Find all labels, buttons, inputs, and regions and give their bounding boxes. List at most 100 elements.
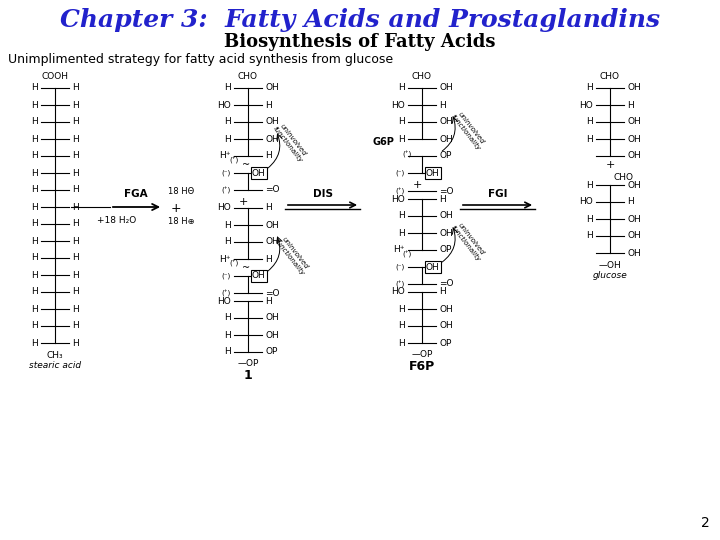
Text: OH: OH xyxy=(265,314,279,322)
Text: Biosynthesis of Fatty Acids: Biosynthesis of Fatty Acids xyxy=(224,33,496,51)
Text: F6P: F6P xyxy=(409,360,435,373)
Text: H: H xyxy=(224,314,231,322)
Text: H: H xyxy=(31,84,38,92)
Text: OH: OH xyxy=(627,152,641,160)
Text: OH: OH xyxy=(627,248,641,258)
Text: H: H xyxy=(31,271,38,280)
Text: H: H xyxy=(31,118,38,126)
Text: —OP: —OP xyxy=(411,350,433,359)
Text: H: H xyxy=(31,134,38,144)
Text: H: H xyxy=(586,84,593,92)
Text: H: H xyxy=(586,214,593,224)
Text: (⁺): (⁺) xyxy=(230,157,239,164)
Text: =O: =O xyxy=(439,186,454,195)
Text: H: H xyxy=(72,237,78,246)
Text: H: H xyxy=(586,118,593,126)
Text: ~: ~ xyxy=(242,160,250,170)
Text: H: H xyxy=(224,84,231,92)
Text: OP: OP xyxy=(439,246,451,254)
Text: —OP: —OP xyxy=(238,359,258,368)
Text: +: + xyxy=(606,160,615,170)
Text: OH: OH xyxy=(265,134,279,144)
Text: H: H xyxy=(627,100,634,110)
Text: HO: HO xyxy=(391,194,405,204)
Text: H: H xyxy=(439,100,446,110)
Text: H: H xyxy=(72,152,78,160)
Text: H: H xyxy=(224,118,231,126)
Text: 18 H⊕: 18 H⊕ xyxy=(168,217,194,226)
Text: H: H xyxy=(72,321,78,330)
Text: OH: OH xyxy=(252,168,266,178)
Text: +: + xyxy=(413,180,422,190)
Text: CHO: CHO xyxy=(614,172,634,181)
Text: OP: OP xyxy=(439,339,451,348)
Text: 1: 1 xyxy=(243,369,253,382)
Text: OH: OH xyxy=(439,134,453,144)
Text: H: H xyxy=(31,321,38,330)
Text: H: H xyxy=(265,152,271,160)
Text: OH: OH xyxy=(265,84,279,92)
Text: H⁺: H⁺ xyxy=(394,246,405,254)
Text: H: H xyxy=(398,118,405,126)
Text: COOH: COOH xyxy=(42,72,68,81)
Text: OH: OH xyxy=(265,330,279,340)
Text: OH: OH xyxy=(627,232,641,240)
Text: H: H xyxy=(31,237,38,246)
Text: (⁺): (⁺) xyxy=(396,187,405,194)
Text: —OH: —OH xyxy=(598,261,621,270)
Text: H: H xyxy=(627,198,634,206)
Text: H: H xyxy=(224,330,231,340)
Text: (⁺): (⁺) xyxy=(222,186,231,194)
Text: +: + xyxy=(171,201,181,214)
Text: (⁻): (⁻) xyxy=(396,264,405,270)
Text: H: H xyxy=(72,134,78,144)
Text: H: H xyxy=(265,204,271,213)
Text: H: H xyxy=(72,339,78,348)
Text: FGA: FGA xyxy=(124,189,148,199)
Text: (⁺): (⁺) xyxy=(396,280,405,288)
Text: OH: OH xyxy=(627,118,641,126)
Text: H: H xyxy=(31,339,38,348)
Text: H⁺: H⁺ xyxy=(220,254,231,264)
Text: H: H xyxy=(72,168,78,178)
Text: H⁺: H⁺ xyxy=(220,152,231,160)
Text: H: H xyxy=(72,287,78,296)
Text: =O: =O xyxy=(265,288,279,298)
Text: H: H xyxy=(224,238,231,246)
Text: OH: OH xyxy=(426,168,440,178)
Text: (⁺): (⁺) xyxy=(230,259,239,267)
Text: H: H xyxy=(31,168,38,178)
Text: H: H xyxy=(31,152,38,160)
Text: H: H xyxy=(72,271,78,280)
Text: uninvolved
functionality: uninvolved functionality xyxy=(449,109,487,152)
Text: H: H xyxy=(72,202,78,212)
Text: stearic acid: stearic acid xyxy=(29,361,81,370)
Text: HO: HO xyxy=(217,296,231,306)
Text: OH: OH xyxy=(439,321,453,330)
Text: uninvolved
functionality: uninvolved functionality xyxy=(271,121,309,164)
Text: H: H xyxy=(398,212,405,220)
Text: H: H xyxy=(439,194,446,204)
Text: H: H xyxy=(224,134,231,144)
Text: OH: OH xyxy=(265,118,279,126)
Text: HO: HO xyxy=(391,287,405,296)
Text: FGI: FGI xyxy=(487,189,508,199)
Text: CHO: CHO xyxy=(600,72,620,81)
Text: 18 HΘ: 18 HΘ xyxy=(168,186,194,195)
Text: OH: OH xyxy=(439,212,453,220)
Text: OH: OH xyxy=(439,228,453,238)
Text: uninvolved
functionality: uninvolved functionality xyxy=(274,234,311,277)
Text: OP: OP xyxy=(265,348,277,356)
Text: ~: ~ xyxy=(242,263,250,273)
Text: H: H xyxy=(72,100,78,110)
Text: (⁻): (⁻) xyxy=(396,170,405,176)
Text: OH: OH xyxy=(265,220,279,230)
Text: H: H xyxy=(31,287,38,296)
Text: H: H xyxy=(586,232,593,240)
Text: H: H xyxy=(398,305,405,314)
Text: +: + xyxy=(238,197,248,207)
Text: Chapter 3:  Fatty Acids and Prostaglandins: Chapter 3: Fatty Acids and Prostaglandin… xyxy=(60,8,660,32)
Text: OH: OH xyxy=(265,238,279,246)
Text: H: H xyxy=(31,305,38,314)
Text: H: H xyxy=(586,180,593,190)
